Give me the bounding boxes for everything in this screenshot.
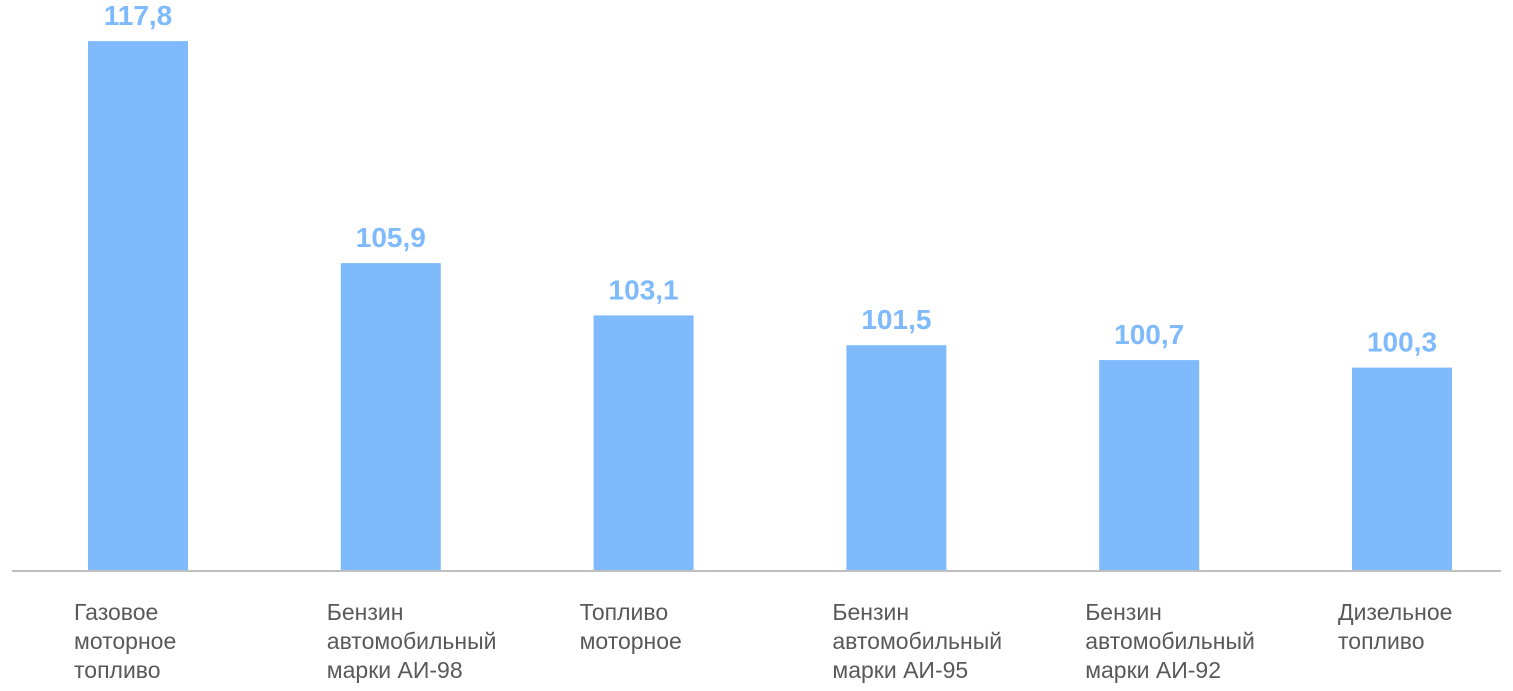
category-labels-group: Газовое моторное топливо Бензин автомобильны…	[74, 599, 1452, 683]
bar-1	[340, 263, 441, 571]
category-label-line: автомобильный	[327, 628, 497, 654]
category-label-line: Газовое	[74, 599, 158, 625]
category-label-3: Бензин автомобильный марки АИ-95	[832, 599, 1002, 683]
value-label-0: 117,8	[104, 0, 173, 31]
category-label-line: Топливо	[580, 599, 669, 625]
category-label-line: Бензин	[1085, 599, 1162, 625]
category-label-line: топливо	[1338, 628, 1425, 654]
bar-2	[593, 315, 694, 571]
category-label-1: Бензин автомобильный марки АИ-98	[327, 599, 497, 683]
category-label-line: Бензин	[832, 599, 909, 625]
category-label-4: Бензин автомобильный марки АИ-92	[1085, 599, 1255, 683]
category-label-line: моторное	[74, 628, 176, 654]
bar-3	[846, 345, 947, 571]
category-label-0: Газовое моторное топливо	[74, 599, 176, 683]
bar-4	[1099, 360, 1200, 571]
value-labels-group: 117,8 105,9 103,1 101,5 100,7 100,3	[104, 0, 1437, 358]
category-label-line: Бензин	[327, 599, 404, 625]
category-label-line: моторное	[580, 628, 682, 654]
category-label-line: автомобильный	[832, 628, 1002, 654]
category-label-line: топливо	[74, 657, 161, 683]
category-label-line: марки АИ-95	[832, 657, 968, 683]
value-label-5: 100,3	[1367, 327, 1437, 358]
category-label-line: марки АИ-92	[1085, 657, 1221, 683]
value-label-1: 105,9	[356, 222, 426, 253]
bars-group	[88, 41, 1452, 572]
category-label-2: Топливо моторное	[580, 599, 682, 654]
value-label-3: 101,5	[861, 304, 931, 335]
value-label-4: 100,7	[1114, 319, 1184, 350]
bar-0	[88, 41, 188, 572]
category-label-line: автомобильный	[1085, 628, 1255, 654]
bar-5	[1352, 367, 1452, 571]
category-label-line: марки АИ-98	[327, 657, 463, 683]
category-label-5: Дизельное топливо	[1338, 599, 1452, 654]
category-label-line: Дизельное	[1338, 599, 1452, 625]
value-label-2: 103,1	[609, 274, 679, 305]
